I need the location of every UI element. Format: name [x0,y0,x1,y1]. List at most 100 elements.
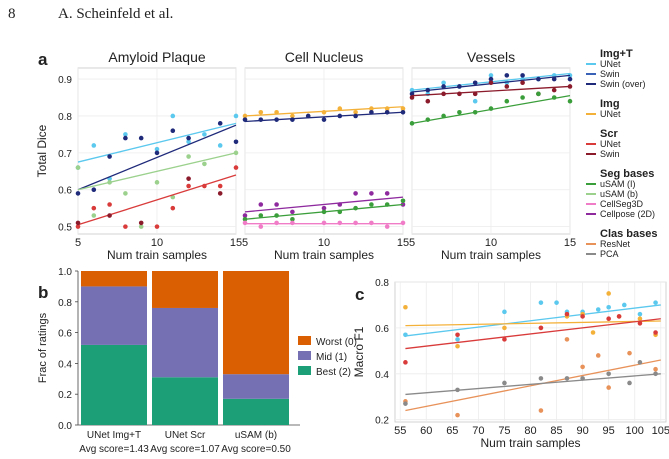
bar-sublabel-1: Avg score=1.07 [150,444,220,455]
bar-1-0 [152,377,218,425]
data-point-a2-3-0 [242,216,248,222]
data-point-a2-4-7 [369,220,374,226]
data-point-a1-3-1 [91,205,97,211]
legend-swatch-b-2 [298,366,311,375]
data-point-c-0-3 [538,300,544,305]
x-axis-label-a2: Num train samples [274,248,374,262]
legend-label-3-2: CellSeg3D [600,199,644,209]
legend-label-3-1: uSAM (b) [600,189,638,199]
x-tick-label-c-2: 65 [446,425,458,437]
x-tick-label-a2-0: 5 [242,237,248,249]
bar-2-2 [223,271,289,375]
data-point-a1-4-0 [75,220,81,226]
data-point-c-2-8 [637,321,643,326]
fit-line-a1-3 [77,174,237,226]
data-point-a1-1-0 [75,191,81,196]
data-point-a3-2-3 [457,91,462,97]
bar-sublabel-0: Avg score=1.43 [79,444,149,455]
fit-line-c-3 [405,359,661,412]
data-point-a2-1-10 [400,109,406,115]
data-point-a1-0-7 [202,132,207,137]
data-point-a1-2-1 [91,213,97,218]
legend-swatch-b-1 [298,351,311,360]
data-point-c-4-4 [564,376,570,381]
legend-label-b-2: Best (2) [316,367,351,378]
data-point-c-1-6 [590,330,596,335]
data-point-a2-3-6 [353,205,358,211]
data-point-a3-3-2 [441,113,446,119]
data-point-a2-0-0 [242,113,248,119]
data-point-a2-2-1 [258,202,264,207]
data-point-c-0-1 [455,337,460,342]
data-point-a3-2-5 [488,80,494,86]
data-point-a1-4-4 [217,191,223,196]
data-point-c-2-0 [403,360,408,365]
data-point-a2-4-3 [290,220,295,226]
data-point-c-3-3 [564,337,570,342]
panel-label-a: a [38,50,48,69]
data-point-c-1-0 [403,304,408,310]
data-point-a1-3-4 [154,224,160,229]
x-tick-label-c-7: 90 [576,425,588,437]
data-point-a1-3-9 [233,165,239,170]
data-point-a1-1-1 [91,187,97,193]
x-tick-label-c-4: 75 [498,425,510,437]
y-tick-label-b-4: 0.8 [58,298,72,309]
x-tick-label-c-5: 80 [524,425,536,437]
data-point-a2-0-8 [369,106,374,111]
x-tick-label-c-0: 55 [394,425,406,437]
fit-line-a2-1 [244,111,404,123]
legend-label-4-0: ResNet [600,239,631,249]
panel-label-b: b [38,283,48,302]
x-axis-label-a1: Num train samples [107,248,207,262]
data-point-a1-1-6 [170,128,176,134]
y-tick-label-a1-0: 0.5 [58,223,72,234]
x-tick-label-a2-2: 15 [397,237,409,249]
data-point-c-4-5 [580,376,585,381]
data-point-a2-0-7 [353,109,358,115]
data-point-a1-4-3 [186,176,191,181]
data-point-c-0-9 [622,302,627,308]
y-tick-label-b-5: 1.0 [58,267,72,278]
data-point-a2-3-9 [400,198,406,204]
data-point-a3-3-9 [551,95,557,100]
data-point-a2-0-6 [337,106,343,111]
data-point-a2-0-3 [290,113,295,119]
data-point-a2-1-2 [274,117,279,122]
data-point-a1-1-5 [154,150,160,156]
legend-label-2-0: UNet [600,139,621,149]
data-point-a3-3-4 [472,109,478,115]
data-point-c-4-7 [627,380,632,386]
data-point-a1-3-5 [170,205,176,211]
data-point-a1-2-8 [202,161,207,167]
data-point-a1-2-6 [170,194,176,200]
bar-2-0 [223,398,289,425]
page-number: 8 [8,6,16,22]
data-point-a2-2-6 [353,191,358,196]
data-point-a3-0-4 [472,98,478,104]
data-point-a1-2-9 [233,150,239,156]
y-axis-label-b: Frac of ratings [37,312,49,383]
data-point-a3-1-8 [536,76,541,82]
data-point-a3-1-6 [504,73,510,78]
data-point-a1-0-6 [186,139,191,145]
data-point-a1-0-4 [154,146,160,152]
data-point-a2-0-1 [258,109,264,115]
chart-title-a1: Amyloid Plaque [108,49,205,65]
data-point-a1-3-2 [107,202,112,207]
fit-line-a1-1 [77,124,237,191]
data-point-a2-1-8 [369,109,374,115]
data-point-a3-2-2 [441,91,446,97]
chart-title-a3: Vessels [467,49,515,65]
data-point-a2-1-9 [384,109,390,115]
legend-label-4-1: PCA [600,249,619,259]
data-point-a2-2-2 [274,202,279,207]
data-point-a2-3-2 [274,213,279,218]
legend-label-2-1: Swin [600,149,620,159]
data-point-a2-3-4 [321,209,327,215]
data-point-a3-1-1 [425,87,431,93]
data-point-a3-3-10 [567,98,573,104]
data-point-a2-4-2 [274,220,279,226]
x-tick-label-c-10: 105 [652,425,669,437]
